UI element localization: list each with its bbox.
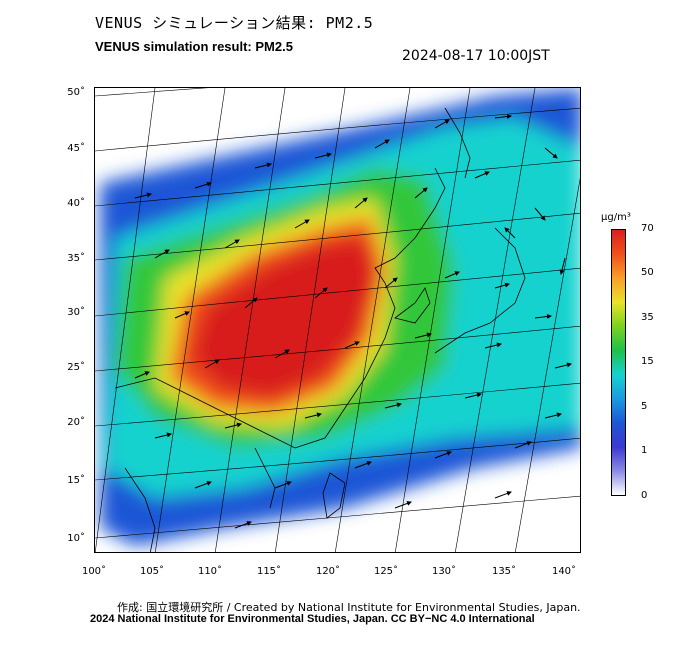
map-frame <box>94 87 581 553</box>
colorbar-tick: 70 <box>641 223 654 234</box>
timestamp: 2024-08-17 10:00JST <box>402 48 550 64</box>
colorbar-tick: 0 <box>641 490 648 501</box>
title-japanese: VENUS シミュレーション結果: PM2.5 <box>95 14 374 32</box>
lon-label: 100˚ <box>81 566 107 577</box>
lat-label: 40˚ <box>67 198 85 209</box>
lon-label: 135˚ <box>491 566 517 577</box>
field-red <box>190 238 375 398</box>
colorbar-unit: µg/m³ <box>601 212 631 223</box>
lon-label: 140˚ <box>551 566 577 577</box>
lat-label: 35˚ <box>67 253 85 264</box>
lat-label: 15˚ <box>67 475 85 486</box>
credit-line: 作成: 国立環境研究所 / Created by National Instit… <box>117 601 581 614</box>
lat-label: 30˚ <box>67 307 85 318</box>
colorbar-tick: 35 <box>641 312 654 323</box>
lon-label: 110˚ <box>197 566 223 577</box>
wind-vectors <box>134 114 572 529</box>
lon-label: 105˚ <box>139 566 165 577</box>
lon-label: 130˚ <box>431 566 457 577</box>
colorbar-tick: 50 <box>641 267 654 278</box>
lon-label: 125˚ <box>373 566 399 577</box>
lon-label: 120˚ <box>315 566 341 577</box>
colorbar <box>611 229 626 496</box>
lat-label: 50˚ <box>67 87 85 98</box>
lat-label: 25˚ <box>67 362 85 373</box>
title-english: VENUS simulation result: PM2.5 <box>95 39 293 54</box>
pm25-map <box>95 88 580 552</box>
colorbar-tick: 15 <box>641 356 654 367</box>
lat-label: 20˚ <box>67 417 85 428</box>
coastlines <box>114 107 526 552</box>
lon-label: 115˚ <box>256 566 282 577</box>
colorbar-tick: 5 <box>641 401 648 412</box>
graticule <box>95 88 580 552</box>
colorbar-tick: 1 <box>641 445 648 456</box>
lat-label: 10˚ <box>67 533 85 544</box>
lat-label: 45˚ <box>67 143 85 154</box>
license-line: 2024 National Institute for Environmenta… <box>90 613 535 625</box>
